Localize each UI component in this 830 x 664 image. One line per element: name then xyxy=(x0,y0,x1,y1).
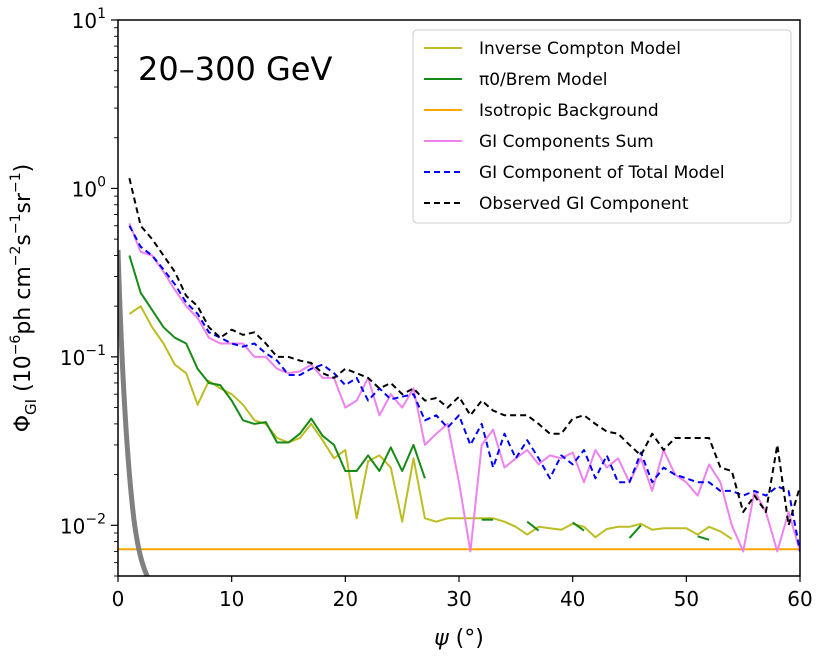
legend-label-observed-gi-component: Observed GI Component xyxy=(479,194,689,214)
gi-profile-curve xyxy=(118,249,150,576)
legend-label-0-brem-model: π0/Brem Model xyxy=(479,70,608,90)
series-segment-0-brem-model-1 xyxy=(526,520,540,532)
series-line-observed-gi-component xyxy=(128,177,800,527)
legend-label-gi-component-of-total-model: GI Component of Total Model xyxy=(479,163,725,183)
chart-title: 20–300 GeV xyxy=(138,50,332,88)
series-line-gi-component-of-total-model xyxy=(128,225,800,552)
x-tick-label: 20 xyxy=(333,587,358,611)
legend-box xyxy=(412,29,792,224)
legend-label-inverse-compton-model: Inverse Compton Model xyxy=(479,39,681,59)
svg-text:ΦGI (10−6ph cm−2s−1sr−1): ΦGI (10−6ph cm−2s−1sr−1) xyxy=(8,164,40,433)
series-line-0-brem-model xyxy=(128,255,426,479)
x-tick-label: 0 xyxy=(112,587,125,611)
x-tick-label: 10 xyxy=(219,587,244,611)
x-tick-label: 50 xyxy=(674,587,699,611)
legend: Inverse Compton Model π0/Brem Model Isotro… xyxy=(412,29,792,224)
x-axis-label: ψ (°) xyxy=(434,626,484,651)
x-tick-label: 30 xyxy=(446,587,471,611)
series-segment-0-brem-model-2 xyxy=(572,521,585,532)
series-line-inverse-compton-model xyxy=(128,305,733,540)
legend-label-gi-components-sum: GI Components Sum xyxy=(479,132,654,152)
series-segment-0-brem-model-4 xyxy=(697,535,710,541)
x-tick-label: 40 xyxy=(560,587,585,611)
x-tick-label: 60 xyxy=(787,587,812,611)
y-tick-label: 10−1 xyxy=(60,343,106,370)
series-segment-0-brem-model-3 xyxy=(628,524,642,539)
y-tick-label: 101 xyxy=(72,6,106,33)
y-tick-label: 10−2 xyxy=(60,511,106,538)
y-axis-label: ΦGI (10−6ph cm−2s−1sr−1) xyxy=(8,164,40,433)
series-line-gi-components-sum xyxy=(128,223,800,553)
legend-label-isotropic-background: Isotropic Background xyxy=(479,101,659,121)
y-tick-label: 100 xyxy=(72,174,106,201)
